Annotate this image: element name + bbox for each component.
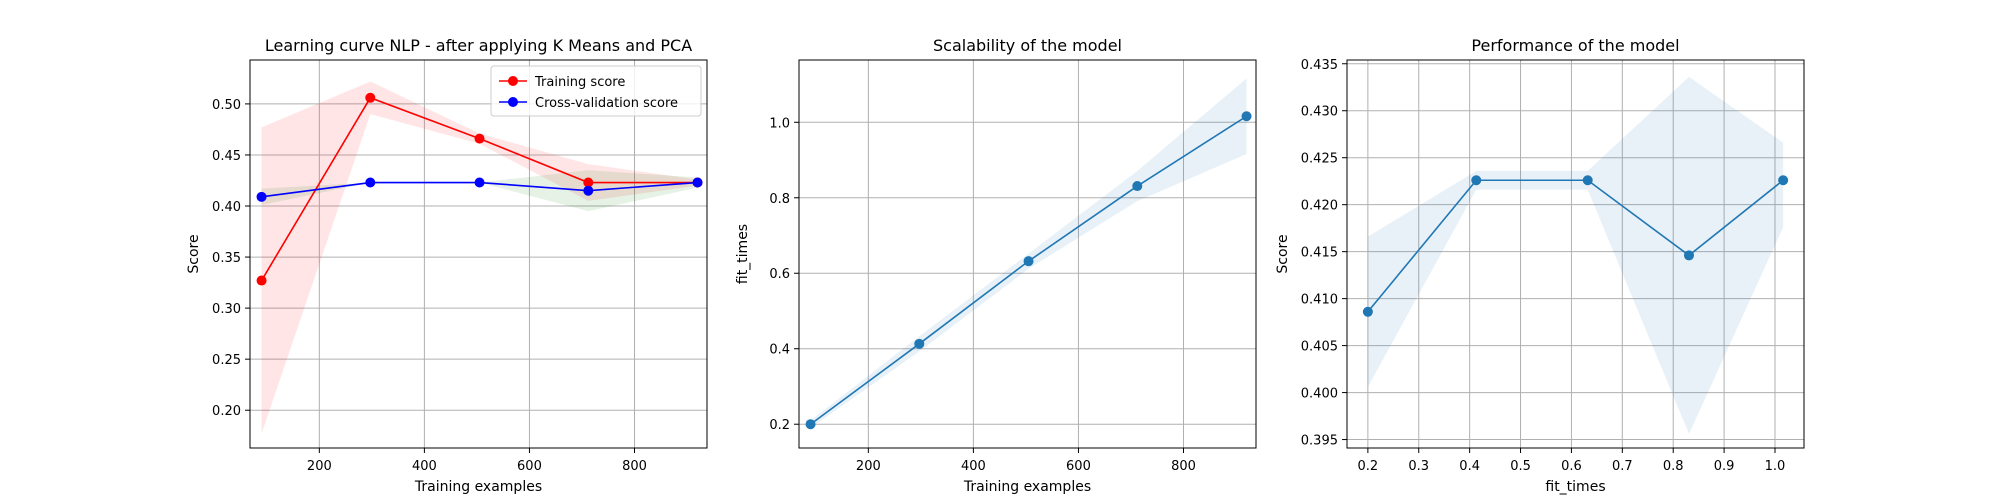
data-point — [1241, 111, 1252, 122]
x-tick-label: 400 — [961, 459, 986, 474]
data-point — [1362, 306, 1373, 317]
x-tick-label: 0.5 — [1510, 459, 1531, 474]
x-tick-label: 200 — [307, 459, 332, 474]
y-axis-label: Score — [186, 234, 202, 273]
legend-marker — [508, 97, 518, 107]
x-tick-label: 0.3 — [1408, 459, 1429, 474]
y-tick-label: 0.405 — [1301, 340, 1338, 355]
data-point — [1471, 175, 1482, 186]
plot-area-frame — [1346, 59, 1805, 449]
plot-area-frame — [798, 59, 1257, 449]
y-tick-label: 0.410 — [1301, 293, 1338, 308]
data-point — [1582, 175, 1593, 186]
legend-marker — [508, 76, 518, 86]
chart-title: Performance of the model — [1471, 36, 1679, 55]
y-tick-label: 0.6 — [769, 267, 790, 282]
data-point — [365, 92, 376, 103]
y-tick-label: 0.8 — [769, 192, 790, 207]
legend-box — [490, 65, 702, 117]
x-tick-label: 400 — [412, 459, 437, 474]
data-point — [1778, 175, 1789, 186]
data-point — [256, 191, 267, 202]
x-axis-label: fit_times — [1545, 479, 1605, 495]
x-tick-label: 0.4 — [1459, 459, 1480, 474]
y-tick-label: 0.20 — [212, 404, 241, 419]
data-point — [1023, 256, 1034, 267]
y-tick-label: 0.45 — [212, 149, 241, 164]
y-tick-label: 0.395 — [1301, 434, 1338, 449]
x-tick-label: 0.7 — [1612, 459, 1633, 474]
y-tick-label: 0.2 — [769, 418, 790, 433]
y-tick-label: 0.425 — [1301, 152, 1338, 167]
x-tick-label: 0.2 — [1358, 459, 1379, 474]
x-tick-label: 0.8 — [1663, 459, 1684, 474]
y-tick-label: 0.25 — [212, 353, 241, 368]
y-tick-label: 0.35 — [212, 251, 241, 266]
plot-area-frame — [249, 59, 708, 449]
data-point — [365, 177, 376, 188]
chart-title: Learning curve NLP - after applying K Me… — [265, 36, 692, 55]
x-tick-label: 1.0 — [1765, 459, 1786, 474]
chart-2: 200 400 600 800 0.2 0.4 0.6 0.8 1.0 Scalability o… — [735, 36, 1257, 495]
data-point — [1132, 181, 1143, 192]
chart-title: Scalability of the model — [933, 36, 1122, 55]
chart-1: 200 400 600 800 0.20 0.25 0.30 0.35 0.40 0.45 0.50… — [186, 36, 708, 495]
y-axis-label: Score — [1275, 234, 1291, 273]
data-point — [914, 338, 925, 349]
x-axis-label: Training examples — [963, 479, 1091, 495]
y-tick-label: 1.0 — [769, 116, 790, 131]
data-point — [474, 177, 485, 188]
x-tick-label: 200 — [856, 459, 881, 474]
y-tick-label: 0.420 — [1301, 199, 1338, 214]
y-tick-label: 0.4 — [769, 343, 790, 358]
data-point — [474, 133, 485, 144]
y-tick-label: 0.40 — [212, 200, 241, 215]
y-tick-label: 0.400 — [1301, 387, 1338, 402]
confidence-band-1 — [1367, 76, 1784, 434]
y-tick-label: 0.30 — [212, 302, 241, 317]
x-tick-label: 800 — [1171, 459, 1196, 474]
data-point — [692, 177, 703, 188]
data-point — [1683, 250, 1694, 261]
legend: Training score Cross-validation score — [490, 65, 702, 117]
x-tick-label: 0.6 — [1561, 459, 1582, 474]
data-point — [583, 185, 594, 196]
y-tick-label: 0.435 — [1301, 58, 1338, 73]
x-tick-label: 600 — [1066, 459, 1091, 474]
x-tick-label: 800 — [622, 459, 647, 474]
data-point — [583, 177, 594, 188]
data-point — [805, 419, 816, 430]
y-tick-label: 0.50 — [212, 98, 241, 113]
x-tick-label: 0.9 — [1714, 459, 1735, 474]
legend-entry: Training score — [534, 75, 625, 90]
x-tick-label: 600 — [517, 459, 542, 474]
y-tick-label: 0.415 — [1301, 246, 1338, 261]
confidence-band-1 — [261, 81, 698, 434]
x-axis-label: Training examples — [414, 479, 542, 495]
y-axis-label: fit_times — [735, 224, 751, 284]
y-tick-label: 0.430 — [1301, 105, 1338, 120]
legend-entry: Cross-validation score — [535, 96, 678, 111]
data-point — [256, 275, 267, 286]
chart-3: 0.2 0.3 0.4 0.5 0.6 0.7 0.8 0.9 1.0 0.395 0.400 0.4… — [1275, 36, 1805, 495]
